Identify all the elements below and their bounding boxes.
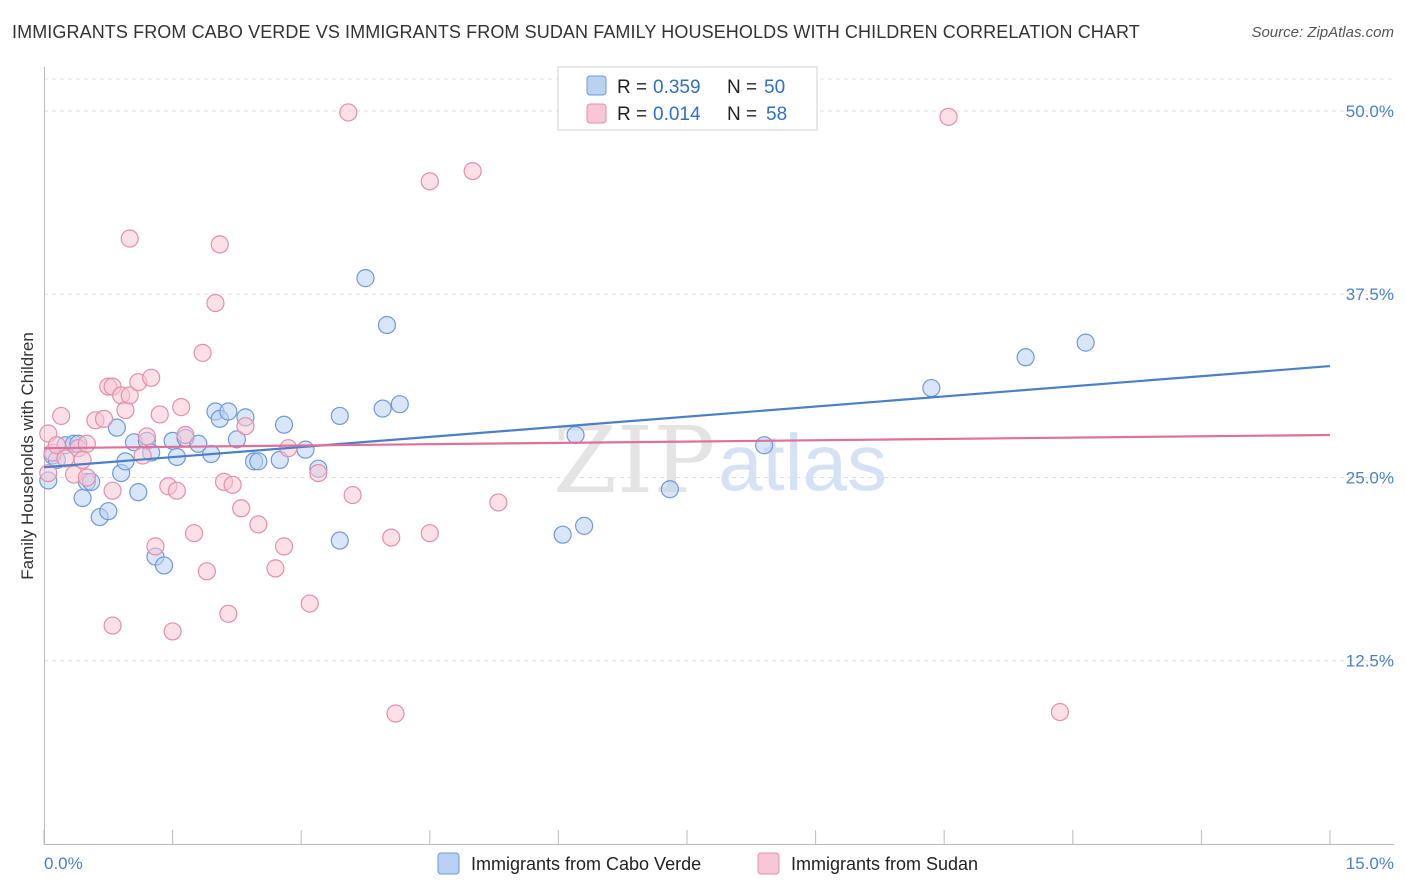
point-sudan (168, 482, 185, 499)
point-cabo-verde (391, 396, 408, 413)
point-sudan (147, 538, 164, 555)
top-legend: R = 0.359 N = 50 R = 0.014 N = 58 (558, 67, 817, 130)
point-sudan (134, 447, 151, 464)
point-sudan (421, 173, 438, 190)
point-sudan (1051, 704, 1068, 721)
point-cabo-verde (661, 481, 678, 498)
point-sudan (301, 595, 318, 612)
x-tick-label-max: 15.0% (1346, 854, 1394, 873)
point-sudan (186, 525, 203, 542)
point-sudan (177, 426, 194, 443)
point-sudan (464, 163, 481, 180)
scatter-chart: ZIP atlas 12.5% 25.0% 37.5% 50.0% 0.0% 15.0… (0, 0, 1406, 892)
legend-swatch-cabo-verde (587, 76, 606, 95)
point-sudan (940, 108, 957, 125)
y-tick-labels: 12.5% 25.0% 37.5% 50.0% (1346, 102, 1394, 671)
legend-r-label-1: R = (617, 77, 647, 98)
point-sudan (237, 418, 254, 435)
point-sudan (220, 605, 237, 622)
point-sudan (74, 451, 91, 468)
point-sudan (198, 563, 215, 580)
point-cabo-verde (554, 526, 571, 543)
point-cabo-verde (74, 490, 91, 507)
point-sudan (211, 236, 228, 253)
point-cabo-verde (297, 441, 314, 458)
watermark-atlas: atlas (718, 418, 887, 507)
point-sudan (78, 469, 95, 486)
point-cabo-verde (357, 270, 374, 287)
y-tick-label: 50.0% (1346, 102, 1394, 121)
point-sudan (104, 617, 121, 634)
point-cabo-verde (923, 380, 940, 397)
legend-r-label-2: R = (617, 104, 647, 125)
point-sudan (143, 369, 160, 386)
point-cabo-verde (567, 426, 584, 443)
point-sudan (138, 428, 155, 445)
y-tick-label: 12.5% (1346, 652, 1394, 671)
point-sudan (490, 494, 507, 511)
point-sudan (104, 482, 121, 499)
legend-n-value-2: 58 (766, 104, 787, 125)
point-sudan (276, 538, 293, 555)
point-sudan (173, 399, 190, 416)
y-tick-label: 25.0% (1346, 468, 1394, 487)
point-cabo-verde (1077, 334, 1094, 351)
legend-n-label-2: N = (727, 104, 757, 125)
point-sudan (207, 295, 224, 312)
point-sudan (224, 476, 241, 493)
point-sudan (194, 344, 211, 361)
point-sudan (344, 487, 361, 504)
y-tick-label: 37.5% (1346, 285, 1394, 304)
point-sudan (421, 525, 438, 542)
point-cabo-verde (276, 416, 293, 433)
bottom-legend: Immigrants from Cabo Verde Immigrants fr… (438, 853, 978, 874)
watermark-zip: ZIP (553, 407, 715, 514)
point-cabo-verde (756, 437, 773, 454)
legend-n-value-1: 50 (764, 77, 785, 98)
point-cabo-verde (250, 453, 267, 470)
point-sudan (96, 410, 113, 427)
bottom-legend-label-sudan: Immigrants from Sudan (791, 854, 978, 874)
point-sudan (340, 104, 357, 121)
point-cabo-verde (576, 517, 593, 534)
point-sudan (164, 623, 181, 640)
point-cabo-verde (130, 484, 147, 501)
point-cabo-verde (1017, 349, 1034, 366)
legend-swatch-sudan (587, 104, 606, 123)
point-cabo-verde (100, 503, 117, 520)
point-sudan (383, 529, 400, 546)
point-sudan (151, 406, 168, 423)
point-cabo-verde (378, 317, 395, 334)
legend-r-value-1: 0.359 (653, 77, 701, 98)
bottom-legend-swatch-cabo-verde (438, 853, 459, 874)
y-axis-label: Family Households with Children (18, 332, 37, 580)
point-cabo-verde (220, 403, 237, 420)
bottom-legend-swatch-sudan (758, 853, 779, 874)
gridlines (44, 79, 1394, 661)
point-sudan (78, 435, 95, 452)
point-cabo-verde (156, 557, 173, 574)
legend-r-value-2: 0.014 (653, 104, 701, 125)
point-sudan (233, 500, 250, 517)
point-cabo-verde (331, 407, 348, 424)
point-cabo-verde (331, 532, 348, 549)
point-sudan (53, 407, 70, 424)
x-tick-label-min: 0.0% (44, 854, 83, 873)
point-sudan (387, 705, 404, 722)
point-sudan (121, 230, 138, 247)
point-cabo-verde (374, 400, 391, 417)
point-sudan (267, 560, 284, 577)
point-sudan (250, 516, 267, 533)
point-sudan (310, 465, 327, 482)
x-tick-marks (44, 830, 1330, 845)
legend-n-label-1: N = (727, 77, 757, 98)
bottom-legend-label-cabo-verde: Immigrants from Cabo Verde (471, 854, 701, 874)
